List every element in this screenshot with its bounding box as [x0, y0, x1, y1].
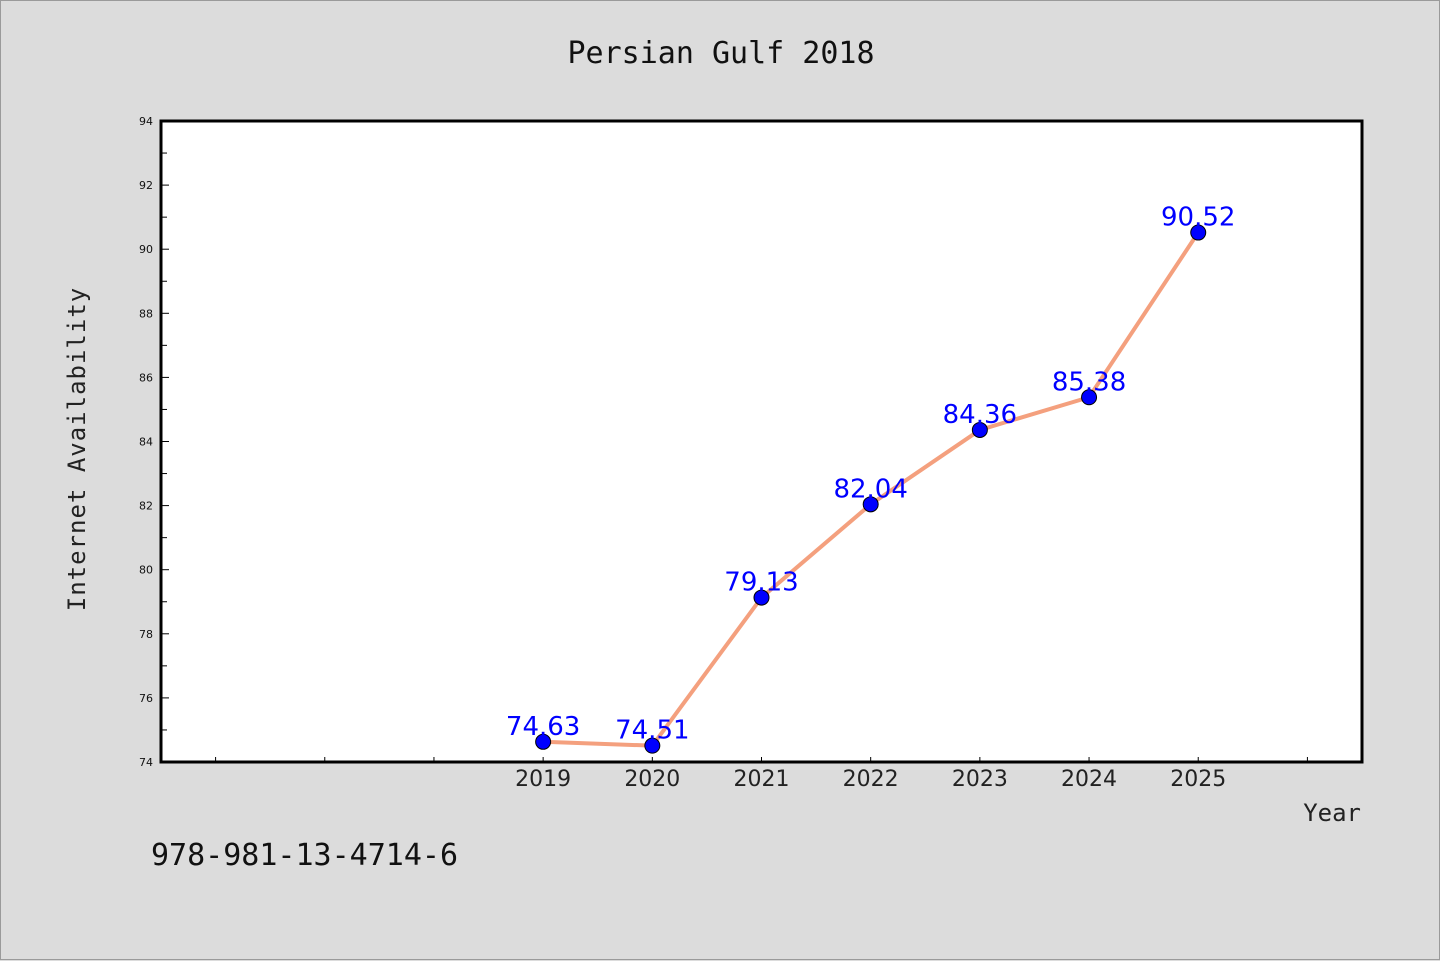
- series-group: 74.63 74.51 79.13 82.04 84.36 85.38 90.52: [506, 203, 1235, 754]
- x-tick-label: 2024: [1061, 767, 1117, 792]
- data-point: [971, 421, 988, 438]
- data-point: [1190, 224, 1207, 241]
- y-tick-label: 94: [139, 115, 153, 128]
- y-tick-label: 82: [139, 500, 153, 513]
- plot-area: [159, 119, 1364, 764]
- footnote-isbn: 978-981-13-4714-6: [151, 838, 458, 873]
- x-tick-label: 2019: [515, 767, 571, 792]
- data-label: 74.63: [506, 712, 580, 742]
- y-tick-label: 86: [139, 371, 153, 384]
- x-tick-label: 2021: [734, 767, 790, 792]
- x-tick-label: 2023: [952, 767, 1008, 792]
- y-tick-label: 84: [139, 436, 153, 449]
- y-axis-label: Internet Availability: [63, 287, 91, 611]
- y-tick-label: 88: [139, 307, 153, 320]
- y-tick-label: 78: [139, 628, 153, 641]
- y-tick-label: 76: [139, 692, 153, 705]
- data-label: 79.13: [724, 568, 798, 598]
- data-point: [535, 733, 552, 750]
- data-label: 74.51: [615, 716, 689, 746]
- data-label: 85.38: [1052, 367, 1126, 397]
- data-point: [1081, 389, 1098, 406]
- y-tick-label: 80: [139, 564, 153, 577]
- y-tick-label: 92: [139, 179, 153, 192]
- x-axis: 2019 2020 2021 2022 2023 2024 2025: [215, 757, 1308, 792]
- x-tick-label: 2025: [1170, 767, 1226, 792]
- data-label: 90.52: [1161, 203, 1235, 233]
- data-point: [862, 496, 879, 513]
- y-axis: 74 76 78 80 82 84 86 88 90 92 94: [139, 115, 169, 769]
- data-label: 82.04: [833, 474, 907, 504]
- x-tick-label: 2020: [624, 767, 680, 792]
- data-label: 84.36: [943, 400, 1017, 430]
- chart-title: Persian Gulf 2018: [567, 36, 874, 71]
- y-tick-label: 74: [139, 756, 153, 769]
- x-axis-label: Year: [1303, 799, 1361, 827]
- x-tick-label: 2022: [843, 767, 899, 792]
- data-point: [644, 737, 661, 754]
- data-point: [753, 589, 770, 606]
- y-tick-label: 90: [139, 243, 153, 256]
